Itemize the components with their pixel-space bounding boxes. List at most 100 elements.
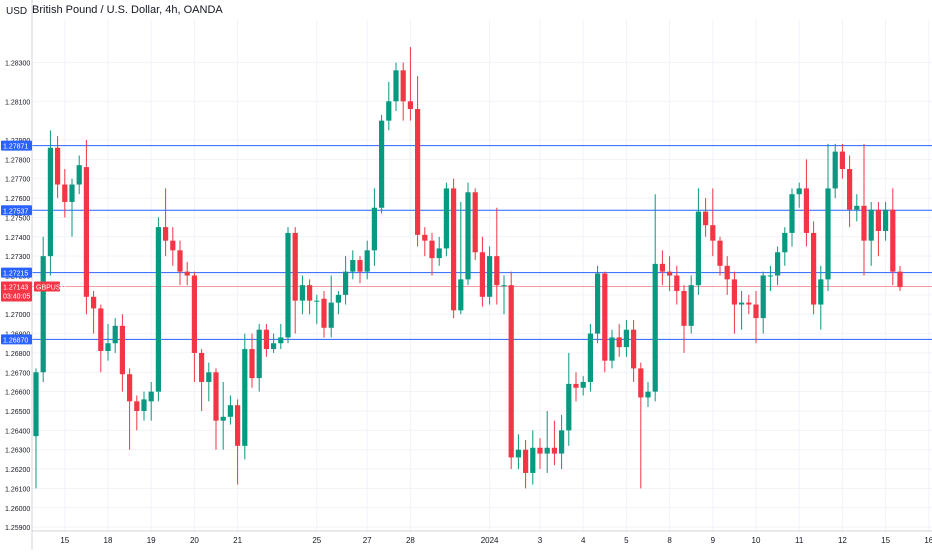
candle-body[interactable] [832,151,838,189]
candle-body[interactable] [811,232,817,305]
candle-body[interactable] [415,109,421,235]
candle-body[interactable] [861,205,867,241]
candle-body[interactable] [314,300,320,302]
candle-body[interactable] [775,252,781,276]
candle-body[interactable] [746,302,752,305]
candle-body[interactable] [587,333,593,382]
candle-body[interactable] [645,391,651,398]
candle-body[interactable] [595,273,601,334]
candle-body[interactable] [299,285,305,301]
candle-body[interactable] [559,430,565,454]
candle-body[interactable] [155,227,161,392]
candle-body[interactable] [184,271,190,276]
candle-body[interactable] [177,250,183,272]
candle-body[interactable] [263,329,269,350]
candle-body[interactable] [55,147,61,185]
candle-body[interactable] [364,250,370,272]
candle-body[interactable] [422,234,428,241]
candle-body[interactable] [335,294,341,303]
candle-body[interactable] [868,209,874,241]
candle-body[interactable] [796,188,802,195]
candle-body[interactable] [494,256,500,286]
candle-body[interactable] [760,275,766,319]
candle-body[interactable] [220,416,226,421]
candle-body[interactable] [91,296,97,309]
candle-body[interactable] [818,279,824,305]
candle-body[interactable] [386,101,392,121]
candle-body[interactable] [710,225,716,241]
candle-body[interactable] [379,120,385,208]
candle-body[interactable] [739,302,745,305]
candle-body[interactable] [616,337,622,348]
candle-body[interactable] [235,405,241,446]
candle-body[interactable] [69,184,75,202]
candle-body[interactable] [451,188,457,311]
candle-body[interactable] [242,349,248,446]
candle-body[interactable] [407,101,413,110]
candle-body[interactable] [767,275,773,277]
candle-body[interactable] [703,211,709,226]
candle-body[interactable] [523,449,529,473]
candle-body[interactable] [278,337,284,344]
candle-body[interactable] [609,337,615,361]
candle-body[interactable] [551,447,557,454]
candle-body[interactable] [163,227,169,241]
candle-body[interactable] [127,374,133,402]
candle-body[interactable] [76,165,82,185]
candle-body[interactable] [371,207,377,251]
candle-body[interactable] [854,205,860,210]
candle-body[interactable] [40,256,46,373]
candle-body[interactable] [112,325,118,344]
candle-body[interactable] [436,248,442,259]
candle-body[interactable] [638,368,644,398]
candle-body[interactable] [530,447,536,473]
candle-body[interactable] [141,399,147,411]
candle-body[interactable] [307,285,313,301]
candle-body[interactable] [357,260,363,272]
candle-body[interactable] [566,383,572,431]
candle-body[interactable] [688,285,694,326]
candle-body[interactable] [170,240,176,251]
candle-body[interactable] [443,188,449,249]
candle-body[interactable] [875,209,881,231]
candle-body[interactable] [285,232,291,338]
candle-body[interactable] [191,275,197,353]
candle-body[interactable] [890,209,896,272]
candle-body[interactable] [667,271,673,276]
candle-body[interactable] [623,329,629,348]
candle-body[interactable] [465,192,471,280]
candle-body[interactable] [321,298,327,328]
candle-body[interactable] [883,209,889,231]
candle-body[interactable] [580,381,586,388]
candle-body[interactable] [674,275,680,291]
candle-body[interactable] [487,256,493,297]
candle-body[interactable] [659,263,665,272]
candle-body[interactable] [508,285,514,458]
candle-body[interactable] [206,372,212,382]
candle-body[interactable] [681,290,687,326]
candle-body[interactable] [472,192,478,253]
candle-body[interactable] [227,405,233,417]
candle-body[interactable] [789,194,795,233]
candle-body[interactable] [256,329,262,379]
candle-body[interactable] [652,263,658,392]
candle-body[interactable] [825,188,831,280]
candle-body[interactable] [847,169,853,210]
candle-body[interactable] [292,232,298,301]
candle-body[interactable] [544,447,550,454]
candle-body[interactable] [249,349,255,379]
candle-body[interactable] [393,70,399,102]
candle-body[interactable] [782,232,788,253]
candle-body[interactable] [717,240,723,266]
candle-body[interactable] [602,273,608,361]
candle-body[interactable] [148,391,154,402]
candle-body[interactable] [271,343,277,350]
candle-body[interactable] [33,372,39,437]
candle-body[interactable] [803,188,809,233]
candle-body[interactable] [724,265,730,280]
candle-body[interactable] [350,260,356,272]
candle-body[interactable] [753,304,759,319]
candle-body[interactable] [479,252,485,297]
candle-body[interactable] [213,372,219,421]
